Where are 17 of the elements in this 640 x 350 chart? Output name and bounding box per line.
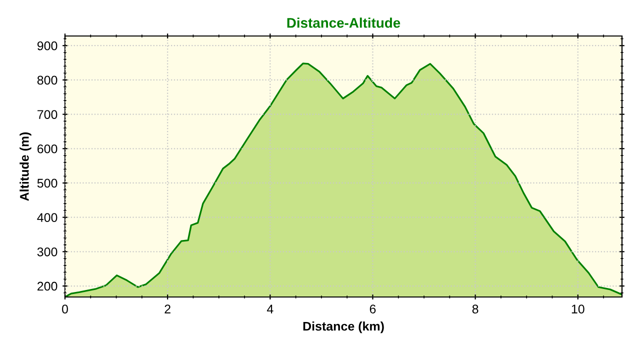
y-tick-label: 500 (37, 178, 58, 188)
x-tick-label: 0 (62, 304, 68, 314)
y-tick-label: 700 (37, 110, 58, 119)
y-tick-label: 300 (37, 247, 58, 256)
x-tick-label: 8 (472, 304, 478, 314)
y-tick-label: 800 (37, 76, 58, 85)
x-tick-label: 2 (164, 304, 170, 314)
x-axis-title: Distance (km) (303, 322, 384, 334)
y-axis-title: Altitude (m) (20, 132, 32, 201)
y-tick-label: 600 (37, 144, 58, 154)
x-tick-label: 6 (370, 304, 376, 314)
chart-title: Distance-Altitude (287, 18, 400, 28)
y-tick-label: 900 (37, 41, 58, 50)
x-tick-label: 4 (266, 304, 274, 314)
y-tick-label: 200 (37, 282, 58, 291)
x-tick-label: 10 (572, 304, 584, 314)
y-tick-label: 400 (37, 213, 58, 222)
